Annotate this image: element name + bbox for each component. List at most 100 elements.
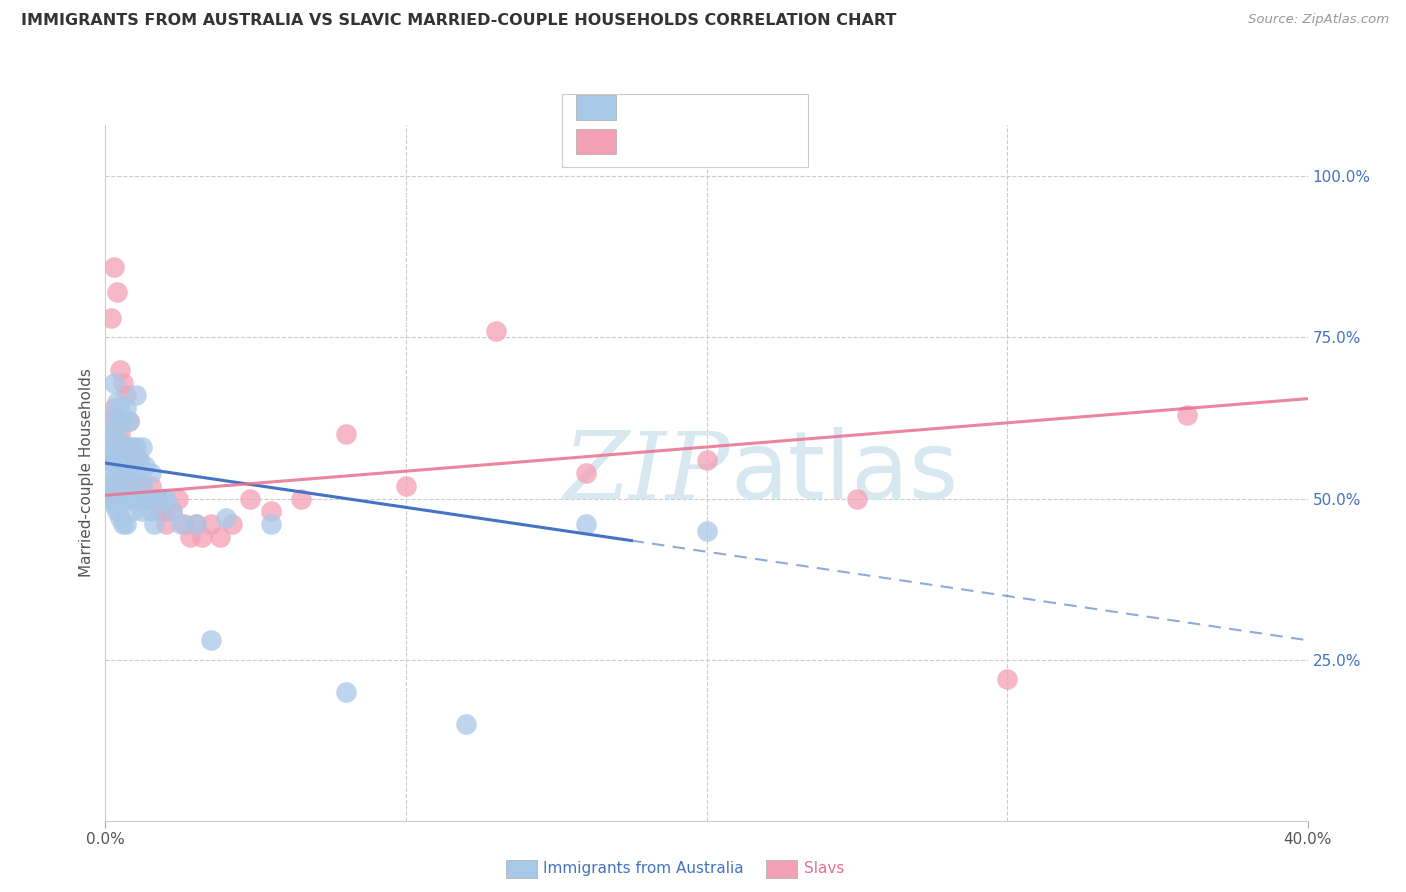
- Point: [128, 453, 150, 467]
- Point: [103, 376, 125, 390]
- Point: [97, 478, 120, 492]
- Point: [107, 453, 129, 467]
- Point: [118, 491, 141, 506]
- Point: [575, 466, 598, 480]
- Point: [173, 517, 195, 532]
- Point: [121, 478, 143, 492]
- Point: [148, 504, 170, 518]
- Point: [179, 530, 201, 544]
- Point: [239, 491, 262, 506]
- Point: [190, 530, 212, 544]
- Point: [112, 440, 135, 454]
- Text: R =  0.140   N = 61: R = 0.140 N = 61: [626, 135, 808, 150]
- Point: [152, 491, 174, 506]
- Point: [160, 504, 183, 518]
- Point: [128, 478, 150, 492]
- Point: [139, 466, 162, 480]
- Point: [152, 504, 174, 518]
- Point: [260, 504, 283, 518]
- Point: [115, 440, 138, 454]
- Y-axis label: Married-couple Households: Married-couple Households: [79, 368, 94, 577]
- Point: [110, 453, 132, 467]
- Point: [103, 420, 125, 434]
- Point: [485, 324, 508, 338]
- Point: [110, 362, 132, 376]
- Point: [454, 717, 477, 731]
- Point: [103, 478, 125, 492]
- Point: [148, 491, 170, 506]
- Point: [100, 491, 122, 506]
- Point: [103, 401, 125, 416]
- Point: [696, 453, 718, 467]
- Point: [575, 517, 598, 532]
- Point: [134, 491, 156, 506]
- Point: [115, 401, 138, 416]
- Point: [118, 414, 141, 428]
- Point: [110, 427, 132, 442]
- Point: [115, 491, 138, 506]
- Point: [121, 504, 143, 518]
- Point: [107, 395, 129, 409]
- Point: [214, 511, 236, 525]
- Point: [97, 478, 120, 492]
- Point: [100, 453, 122, 467]
- Point: [290, 491, 312, 506]
- Point: [115, 478, 138, 492]
- Text: Immigrants from Australia: Immigrants from Australia: [543, 862, 744, 876]
- Point: [139, 504, 162, 518]
- Point: [110, 401, 132, 416]
- Point: [112, 376, 135, 390]
- Point: [100, 414, 122, 428]
- Point: [112, 517, 135, 532]
- Point: [169, 517, 191, 532]
- Point: [112, 491, 135, 506]
- Point: [131, 504, 153, 518]
- Point: [136, 491, 159, 506]
- Point: [139, 478, 162, 492]
- Point: [128, 453, 150, 467]
- Point: [335, 685, 357, 699]
- Point: [124, 478, 146, 492]
- Point: [145, 491, 167, 506]
- Point: [845, 491, 868, 506]
- Point: [121, 453, 143, 467]
- Point: [995, 672, 1018, 686]
- Point: [103, 446, 125, 460]
- Point: [100, 440, 122, 454]
- Point: [118, 466, 141, 480]
- Point: [118, 414, 141, 428]
- Point: [118, 466, 141, 480]
- Point: [166, 491, 188, 506]
- Point: [131, 478, 153, 492]
- Point: [110, 485, 132, 500]
- Point: [121, 440, 143, 454]
- Point: [110, 459, 132, 474]
- Point: [184, 517, 207, 532]
- Point: [107, 285, 129, 300]
- Point: [155, 491, 177, 506]
- Point: [107, 440, 129, 454]
- Point: [221, 517, 243, 532]
- Point: [107, 478, 129, 492]
- Point: [128, 491, 150, 506]
- Point: [97, 453, 120, 467]
- Point: [110, 434, 132, 448]
- Point: [110, 511, 132, 525]
- Point: [395, 478, 418, 492]
- Point: [696, 524, 718, 538]
- Text: IMMIGRANTS FROM AUSTRALIA VS SLAVIC MARRIED-COUPLE HOUSEHOLDS CORRELATION CHART: IMMIGRANTS FROM AUSTRALIA VS SLAVIC MARR…: [21, 13, 897, 29]
- Point: [100, 466, 122, 480]
- Point: [124, 388, 146, 402]
- Point: [200, 517, 222, 532]
- Point: [155, 517, 177, 532]
- Point: [103, 440, 125, 454]
- Point: [124, 491, 146, 506]
- Text: R = -0.167   N = 67: R = -0.167 N = 67: [626, 101, 808, 116]
- Point: [124, 453, 146, 467]
- Point: [112, 414, 135, 428]
- Point: [260, 517, 283, 532]
- Point: [134, 459, 156, 474]
- Point: [97, 427, 120, 442]
- Point: [142, 491, 165, 506]
- Point: [112, 440, 135, 454]
